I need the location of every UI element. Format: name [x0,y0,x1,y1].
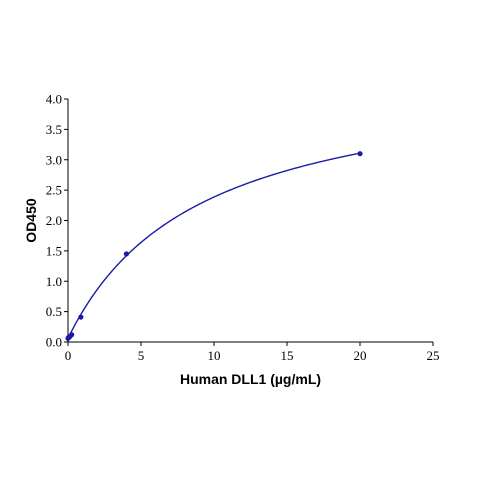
x-tick-label: 0 [65,348,72,363]
axes [67,99,433,343]
y-tick-label: 3.5 [46,122,62,137]
fit-curve [67,152,361,339]
y-tick-label: 4.0 [46,92,62,107]
data-points [65,151,363,341]
x-ticks: 0 5 10 15 20 25 [65,342,440,363]
x-tick-label: 20 [354,348,367,363]
x-tick-label: 5 [138,348,145,363]
y-tick-label: 3.0 [46,152,62,167]
y-tick-label: 0.5 [46,304,62,319]
x-tick-label: 15 [281,348,294,363]
y-ticks: 0.0 0.5 1.0 1.5 2.0 2.5 3.0 3.5 4.0 [46,92,68,350]
x-axis-title: Human DLL1 (µg/mL) [180,371,321,387]
x-tick-label: 10 [208,348,221,363]
data-point [78,314,84,320]
plot-area [65,151,363,341]
y-tick-label: 1.5 [46,243,62,258]
y-tick-label: 1.0 [46,274,62,289]
data-point [123,251,129,257]
x-tick-label: 25 [427,348,440,363]
y-tick-label: 0.0 [46,335,62,350]
data-point [357,151,363,157]
data-point [69,332,75,338]
y-tick-label: 2.0 [46,213,62,228]
y-axis-title: OD450 [23,198,39,243]
y-tick-label: 2.5 [46,183,62,198]
